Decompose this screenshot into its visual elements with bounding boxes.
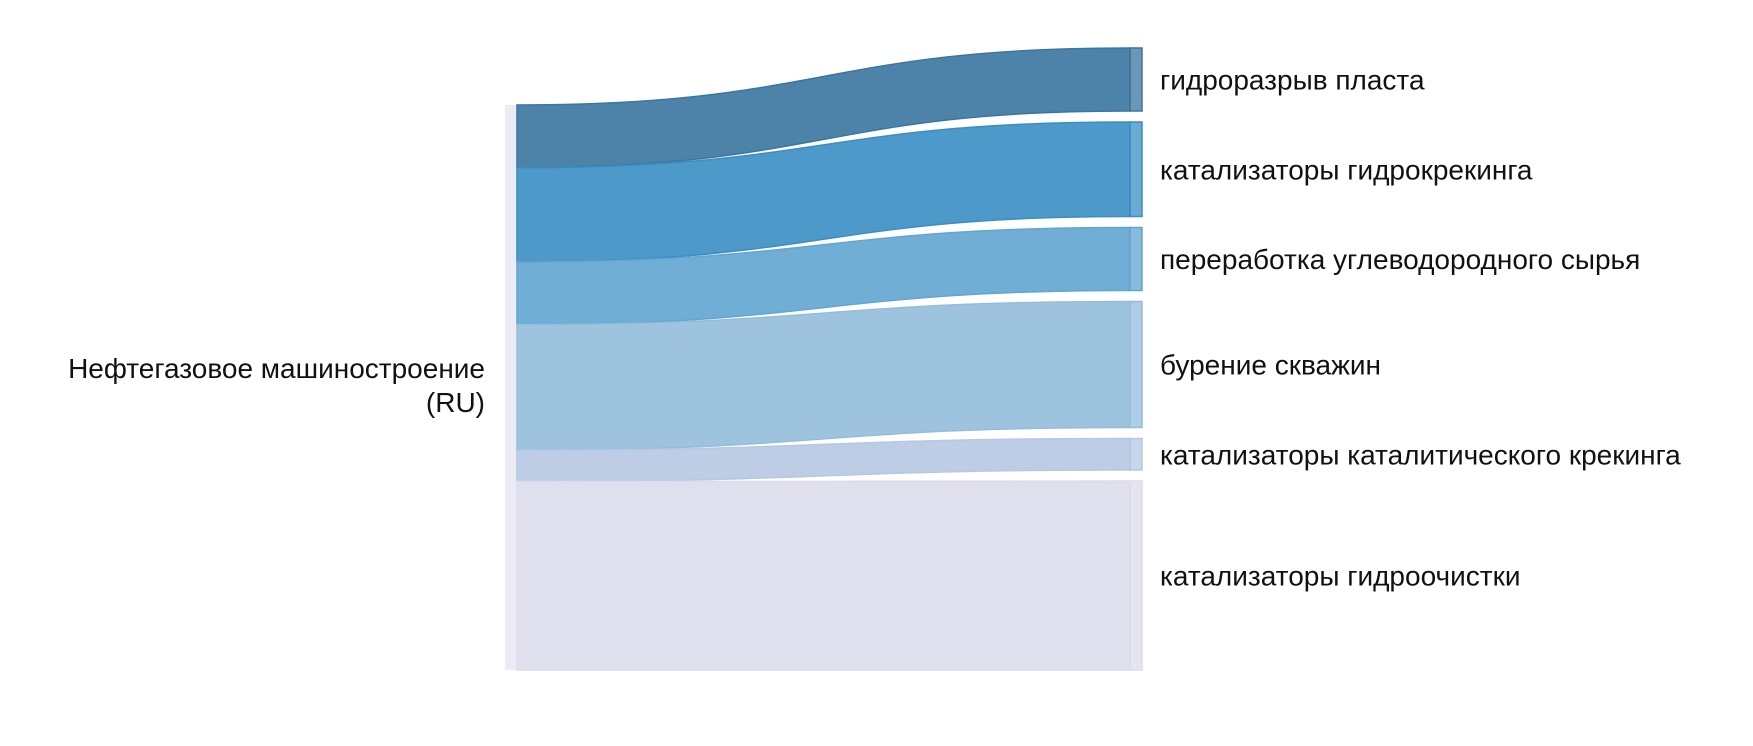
target-label-4: бурение скважин (1160, 350, 1381, 381)
link-burenie (516, 300, 1131, 452)
target-nodes-layer (1129, 47, 1143, 671)
target-node-2 (1129, 121, 1143, 218)
target-label-6: катализаторы гидроочистки (1160, 561, 1520, 592)
source-node-label-line-2: (RU) (426, 387, 485, 418)
labels-layer: Нефтегазовое машиностроение (RU) гидрора… (68, 65, 1681, 592)
target-node-4 (1129, 300, 1143, 429)
target-node-1 (1129, 47, 1143, 112)
target-node-6 (1129, 480, 1143, 671)
target-node-5 (1129, 437, 1143, 471)
target-label-2: катализаторы гидрокрекинга (1160, 154, 1533, 185)
source-node-bar (505, 105, 517, 670)
target-label-1: гидроразрыв пласта (1160, 65, 1425, 96)
source-node-label-line-1: Нефтегазовое машиностроение (68, 353, 485, 384)
target-label-5: катализаторы каталитического крекинга (1160, 439, 1681, 470)
target-label-3: переработка углеводородного сырья (1160, 244, 1640, 275)
links-layer (516, 47, 1131, 671)
target-node-3 (1129, 226, 1143, 292)
link-gidroochistka (516, 480, 1131, 671)
